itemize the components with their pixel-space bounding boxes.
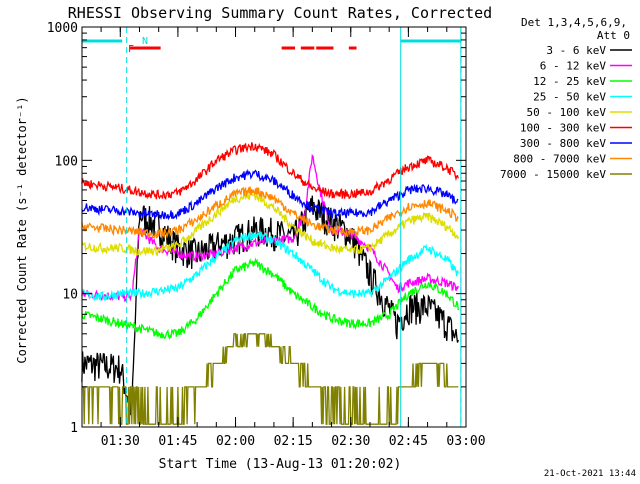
series-line-7000-15000-kev xyxy=(81,333,459,425)
series-line-50-100-kev xyxy=(81,192,459,257)
series-line-12-25-kev xyxy=(81,257,459,340)
series-line-3-6-kev xyxy=(81,195,459,416)
series-line-800-7000-kev xyxy=(81,186,459,239)
series-line-25-50-kev xyxy=(81,229,459,302)
legend-label-25-50-kev: 25 - 50 keV xyxy=(533,91,606,104)
x-tick-label-0245: 02:45 xyxy=(389,434,428,449)
x-tick-label-0130: 01:30 xyxy=(101,434,140,449)
flare-status-label: F xyxy=(128,44,134,55)
x-axis-label: Start Time (13-Aug-13 01:20:02) xyxy=(159,457,402,472)
legend-header-line2: Att 0 xyxy=(597,29,630,42)
x-tick-label-0200: 02:00 xyxy=(216,434,255,449)
legend-label-300-800-kev: 300 - 800 keV xyxy=(520,137,606,150)
x-tick-label-0300: 03:00 xyxy=(446,434,485,449)
footer-date: 21-Oct-2021 13:44 xyxy=(544,469,636,479)
legend-label-7000-15000-kev: 7000 - 15000 keV xyxy=(500,168,606,181)
night-status-label: N xyxy=(142,36,148,47)
y-tick-label-1: 1 xyxy=(70,421,78,436)
series-layer xyxy=(81,142,459,425)
y-tick-label-1000: 1000 xyxy=(47,21,78,36)
axes-layer xyxy=(81,26,467,428)
legend-label-3-6-kev: 3 - 6 keV xyxy=(546,44,606,57)
y-axis-label: Corrected Count Rate (s⁻¹ detector⁻¹) xyxy=(15,96,29,363)
x-tick-label-0145: 01:45 xyxy=(158,434,197,449)
legend-header-line1: Det 1,3,4,5,6,9, xyxy=(521,16,627,29)
legend-label-6-12-kev: 6 - 12 keV xyxy=(540,60,607,73)
legend-label-12-25-kev: 12 - 25 keV xyxy=(533,75,606,88)
y-tick-label-10: 10 xyxy=(62,288,78,303)
legend: 3 - 6 keV 6 - 12 keV 12 - 25 keV 25 - 50 ke… xyxy=(500,44,632,181)
series-line-100-300-kev xyxy=(81,142,459,201)
chart-title: RHESSI Observing Summary Count Rates, Co… xyxy=(68,4,492,22)
tick-layer: 01:30 01:45 02:00 02:15 02:30 02:45 03:00 1 10 10… xyxy=(47,21,486,449)
x-tick-label-0215: 02:15 xyxy=(274,434,313,449)
legend-label-100-300-kev: 100 - 300 keV xyxy=(520,122,606,135)
plot-frame xyxy=(81,26,467,428)
y-tick-label-100: 100 xyxy=(55,154,78,169)
series-line-300-800-kev xyxy=(81,168,459,221)
legend-label-50-100-kev: 50 - 100 keV xyxy=(527,106,607,119)
x-tick-label-0230: 02:30 xyxy=(331,434,370,449)
legend-label-800-7000-kev: 800 - 7000 keV xyxy=(513,153,606,166)
